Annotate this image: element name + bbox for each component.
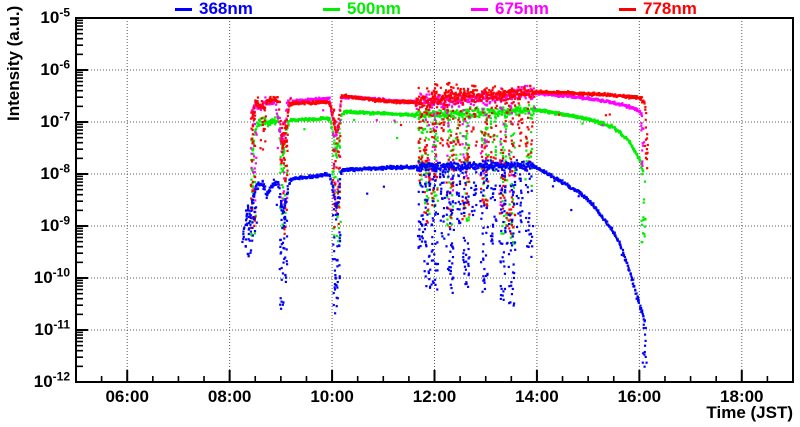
y-tick-label: 10-8 bbox=[40, 161, 70, 184]
x-tick-label: 08:00 bbox=[207, 387, 252, 406]
legend-item-368nm: 368nm bbox=[175, 0, 253, 18]
x-tick-label: 14:00 bbox=[515, 387, 559, 406]
y-tick-label: 10-7 bbox=[40, 109, 70, 132]
x-tick-label: 12:00 bbox=[412, 387, 457, 406]
x-tick-label: 06:00 bbox=[105, 387, 149, 406]
legend-item-778nm: 778nm bbox=[619, 0, 697, 18]
legend-line-swatch-500nm bbox=[323, 7, 340, 11]
x-tick-label: 18:00 bbox=[720, 387, 764, 406]
legend-label-675nm: 675nm bbox=[495, 0, 549, 18]
legend-item-675nm: 675nm bbox=[471, 0, 549, 18]
legend-line-swatch-778nm bbox=[619, 7, 636, 11]
legend-label-500nm: 500nm bbox=[347, 0, 401, 18]
y-tick-label: 10-5 bbox=[40, 5, 70, 28]
y-tick-label: 10-12 bbox=[33, 369, 70, 392]
y-tick-label: 10-9 bbox=[40, 213, 70, 236]
x-tick-label: 10:00 bbox=[310, 387, 354, 406]
x-axis-title: Time (JST) bbox=[706, 403, 793, 422]
legend-line-swatch-368nm bbox=[175, 7, 192, 11]
y-tick-label: 10-11 bbox=[34, 317, 70, 340]
legend-item-500nm: 500nm bbox=[323, 0, 401, 18]
legend-line-swatch-675nm bbox=[471, 7, 488, 11]
legend-label-778nm: 778nm bbox=[643, 0, 697, 18]
x-tick-label: 16:00 bbox=[617, 387, 662, 406]
y-tick-label: 10-6 bbox=[40, 57, 70, 80]
legend-label-368nm: 368nm bbox=[199, 0, 253, 18]
y-tick-label: 10-10 bbox=[33, 265, 70, 288]
